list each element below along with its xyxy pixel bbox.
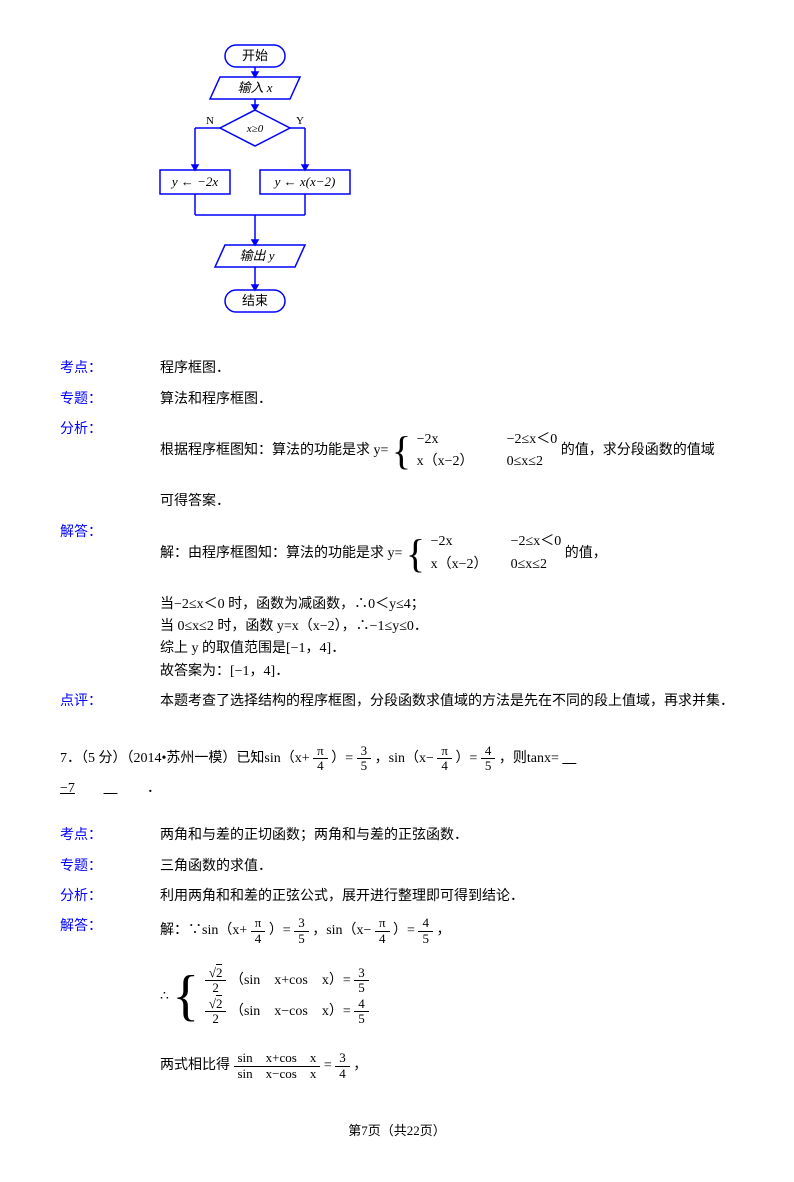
p6-kaodian: 考点： 程序框图． <box>60 358 734 380</box>
flow-yes: Y <box>296 115 304 127</box>
p7jd-m3: ）= <box>393 923 415 938</box>
p7br2: （sin x−cos x）= <box>230 1004 351 1019</box>
p7-blank <box>562 744 602 775</box>
p7br1: （sin x+cos x）= <box>230 973 351 988</box>
jd-r2r: 0≤x≤2 <box>511 557 547 572</box>
fenxi-content: 根据程序框图知：算法的功能是求 y= { −2x−2≤x＜0 x（x−2）0≤x… <box>160 419 734 513</box>
frac-35c: 35 <box>354 966 369 996</box>
p7-comma: ，sin（x− <box>375 751 434 766</box>
frac-pi4c: π4 <box>251 916 266 946</box>
kaodian-label: 考点： <box>60 358 160 380</box>
jieda-label: 解答： <box>60 522 160 684</box>
p7-zt-text: 三角函数的求值． <box>160 856 734 878</box>
p7-num: 7．（5 分）（2014•苏州一模）已知sin（x+ <box>60 751 310 766</box>
jieda-content: 解：由程序框图知：算法的功能是求 y= { −2x−2≤x＜0 x（x−2）0≤… <box>160 522 734 684</box>
p7jd-m1: ）= <box>269 923 291 938</box>
frac-35: 35 <box>357 744 372 774</box>
flowchart-diagram: 开始 输入 x x≥0 N Y y ← −2x y ← x(x−2) 输出 y … <box>140 40 734 338</box>
brace-icon: { <box>406 522 425 586</box>
p7-fenxi: 分析： 利用两角和和差的正弦公式，展开进行整理即可得到结论． <box>60 886 734 908</box>
p7-kaodian: 考点： 两角和与差的正切函数；两角和与差的正弦函数． <box>60 825 734 847</box>
p7-fx-label: 分析： <box>60 886 160 908</box>
frac-45c: 45 <box>354 997 369 1027</box>
p7-blank2 <box>104 774 144 805</box>
zhuanti-text: 算法和程序框图． <box>160 389 734 411</box>
p7-period: ． <box>147 781 161 796</box>
fenxi-r1l: −2x <box>417 429 507 451</box>
frac-45: 45 <box>481 744 496 774</box>
fenxi-line2: 可得答案． <box>160 491 734 513</box>
jieda-l3: 当 0≤x≤2 时，函数 y=x（x−2），∴−1≤y≤0． <box>160 616 734 638</box>
flow-end: 结束 <box>242 293 268 308</box>
p7-kd-text: 两角和与差的正切函数；两角和与差的正弦函数． <box>160 825 734 847</box>
jieda-l1p: 解：由程序框图知：算法的功能是求 y= <box>160 546 402 561</box>
p7-final-period: ， <box>353 1059 367 1074</box>
p7-answer: −7 <box>60 774 100 805</box>
kaodian-text: 程序框图． <box>160 358 734 380</box>
jieda-l4: 综上 y 的取值范围是[−1，4]． <box>160 638 734 660</box>
p7jd-m2: ，sin（x− <box>312 923 371 938</box>
problem7-statement: 7．（5 分）（2014•苏州一模）已知sin（x+ π4 ）= 35 ，sin… <box>60 744 734 806</box>
brace-body: −2x−2≤x＜0 x（x−2）0≤x≤2 <box>417 429 558 474</box>
jieda-l1s: 的值， <box>565 546 607 561</box>
dianping-text: 本题考查了选择结构的程序框图，分段函数求值域的方法是先在不同的段上值域，再求并集… <box>160 691 734 713</box>
p7jd-pre: 解：∵sin（x+ <box>160 923 247 938</box>
flow-start: 开始 <box>242 48 268 63</box>
brace-icon: { <box>172 952 199 1042</box>
fenxi-r2r: 0≤x≤2 <box>507 454 543 469</box>
p7jd-m4: ， <box>436 923 450 938</box>
flow-output: 输出 y <box>239 248 274 263</box>
p7-kd-label: 考点： <box>60 825 160 847</box>
jieda-l5: 故答案为：[−1，4]． <box>160 661 734 683</box>
p7-fx-text: 利用两角和和差的正弦公式，展开进行整理即可得到结论． <box>160 886 734 908</box>
flow-decision: x≥0 <box>246 123 264 135</box>
frac-sqrt2b: √22 <box>205 997 227 1027</box>
zhuanti-label: 专题： <box>60 389 160 411</box>
frac-pi4d: π4 <box>375 916 390 946</box>
jd-r1r: −2≤x＜0 <box>511 534 562 549</box>
p7-jieda: 解答： 解：∵sin（x+ π4 ）= 35 ，sin（x− π4 ）= 45 … <box>60 916 734 1081</box>
p7-final-eq: = <box>324 1059 332 1074</box>
flow-left: y ← −2x <box>170 174 219 189</box>
flow-no: N <box>206 115 214 127</box>
p7-zhuanti: 专题： 三角函数的求值． <box>60 856 734 878</box>
flow-right: y ← x(x−2) <box>273 174 336 189</box>
dianping-label: 点评： <box>60 691 160 713</box>
fenxi-r2l: x（x−2） <box>417 451 507 473</box>
p7-jd-content: 解：∵sin（x+ π4 ）= 35 ，sin（x− π4 ）= 45 ， ∴ … <box>160 916 734 1081</box>
fenxi-r1r: −2≤x＜0 <box>507 432 558 447</box>
brace-body2: −2x−2≤x＜0 x（x−2）0≤x≤2 <box>431 531 562 576</box>
frac-35b: 35 <box>294 916 309 946</box>
flow-input: 输入 x <box>237 80 272 95</box>
p7-eq1: ）= <box>331 751 353 766</box>
fenxi-label: 分析： <box>60 419 160 513</box>
brace-icon: { <box>392 419 411 483</box>
p7-brace-body: √22 （sin x+cos x）= 35 √22 （sin x−cos x）=… <box>205 966 369 1028</box>
p7-zt-label: 专题： <box>60 856 160 878</box>
frac-45b: 45 <box>418 916 433 946</box>
jd-r1l: −2x <box>431 531 511 553</box>
jieda-l2: 当−2≤x＜0 时，函数为减函数，∴0＜y≤4； <box>160 594 734 616</box>
fenxi-suffix: 的值，求分段函数的值域 <box>561 443 715 458</box>
frac-sqrt2a: √22 <box>205 966 227 996</box>
fenxi-prefix: 根据程序框图知：算法的功能是求 y= <box>160 443 388 458</box>
frac-final: sin x+cos xsin x−cos x <box>234 1051 321 1081</box>
p7-therefore: ∴ <box>160 989 169 1004</box>
p7-eq2: ）= <box>455 751 477 766</box>
p7-then: ，则tanx= <box>499 751 559 766</box>
p7-jd-label: 解答： <box>60 916 160 1081</box>
frac-pi4b: π4 <box>437 744 452 774</box>
jd-r2l: x（x−2） <box>431 554 511 576</box>
frac-pi4: π4 <box>313 744 328 774</box>
p6-jieda: 解答： 解：由程序框图知：算法的功能是求 y= { −2x−2≤x＜0 x（x−… <box>60 522 734 684</box>
p6-fenxi: 分析： 根据程序框图知：算法的功能是求 y= { −2x−2≤x＜0 x（x−2… <box>60 419 734 513</box>
page-footer: 第7页（共22页） <box>60 1121 734 1142</box>
frac-34: 34 <box>335 1051 350 1081</box>
p6-zhuanti: 专题： 算法和程序框图． <box>60 389 734 411</box>
p7-final-pre: 两式相比得 <box>160 1059 230 1074</box>
p6-dianping: 点评： 本题考查了选择结构的程序框图，分段函数求值域的方法是先在不同的段上值域，… <box>60 691 734 713</box>
